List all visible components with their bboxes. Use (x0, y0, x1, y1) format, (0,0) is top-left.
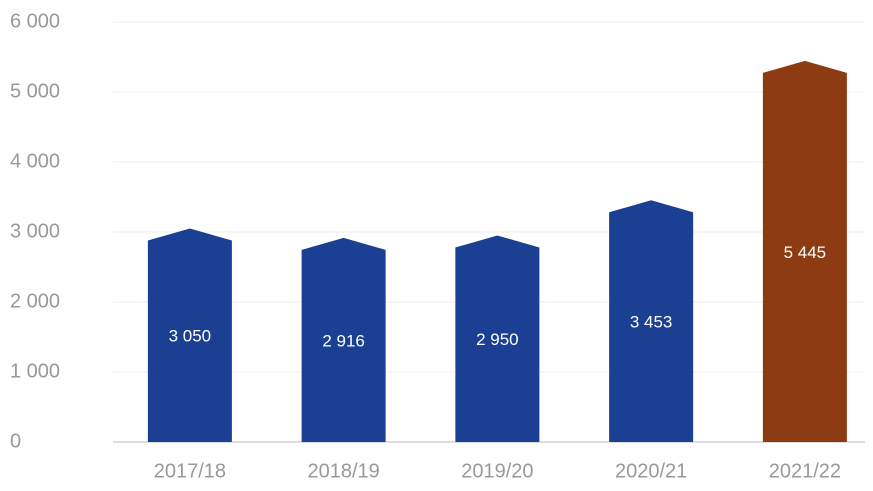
y-tick-label: 2 000 (10, 290, 60, 312)
bar (147, 228, 232, 442)
data-label: 3 453 (630, 313, 673, 332)
y-tick-label: 1 000 (10, 360, 60, 382)
x-tick-label: 2019/20 (461, 460, 533, 482)
bar (455, 235, 540, 442)
y-tick-label: 5 000 (10, 80, 60, 102)
y-tick-label: 0 (10, 430, 21, 452)
x-tick-label: 2020/21 (615, 460, 687, 482)
y-tick-label: 4 000 (10, 150, 60, 172)
data-label: 2 950 (476, 330, 519, 349)
bar (301, 237, 386, 442)
y-tick-label: 3 000 (10, 220, 60, 242)
bar (609, 200, 694, 442)
bar (762, 60, 847, 442)
x-tick-label: 2018/19 (307, 460, 379, 482)
data-label: 5 445 (784, 243, 827, 262)
data-label: 2 916 (322, 331, 365, 350)
x-tick-label: 2021/22 (769, 460, 841, 482)
y-tick-label: 6 000 (10, 10, 60, 32)
x-tick-label: 2017/18 (154, 460, 226, 482)
data-label: 3 050 (169, 327, 212, 346)
